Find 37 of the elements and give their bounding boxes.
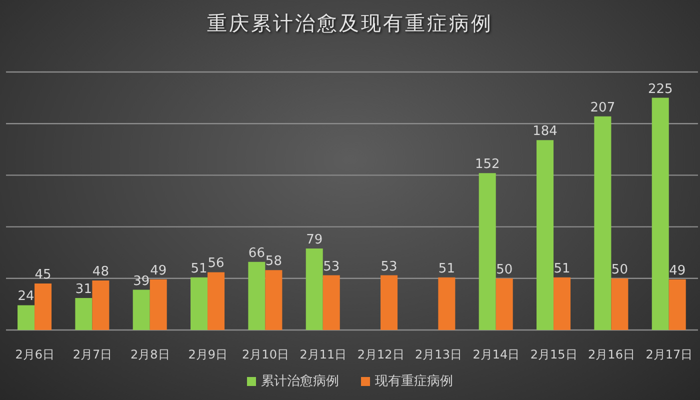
- legend-label: 累计治愈病例: [261, 373, 339, 390]
- x-tick-label: 2月14日: [472, 348, 520, 362]
- data-label: 49: [150, 263, 167, 278]
- data-label: 225: [648, 82, 673, 97]
- data-label: 184: [532, 124, 558, 140]
- x-tick-label: 2月6日: [15, 348, 54, 362]
- data-label: 79: [306, 232, 323, 248]
- x-tick-label: 2月11日: [300, 348, 347, 362]
- data-label: 51: [438, 261, 455, 276]
- data-label: 58: [265, 254, 282, 270]
- x-tick-label: 2月9日: [188, 348, 228, 362]
- x-tick-label: 2月10日: [242, 348, 289, 362]
- data-label: 53: [380, 259, 398, 274]
- data-label: 66: [248, 246, 265, 261]
- data-label: 56: [208, 256, 224, 272]
- data-label: 24: [18, 289, 34, 304]
- x-tick-label: 2月7日: [72, 348, 112, 362]
- data-label: 50: [496, 262, 513, 278]
- chart-title: 重庆累计治愈及现有重症病例: [206, 10, 494, 37]
- x-tick-label: 2月16日: [588, 348, 635, 362]
- x-tick-label: 2月17日: [646, 348, 693, 362]
- data-label: 49: [669, 263, 686, 278]
- x-tick-label: 2月12日: [357, 348, 404, 362]
- data-label: 39: [133, 274, 150, 289]
- data-label: 207: [590, 100, 616, 116]
- data-label: 51: [190, 261, 208, 276]
- data-label: 50: [611, 262, 628, 278]
- data-label: 152: [474, 157, 500, 172]
- legend-label: 现有重症病例: [375, 373, 453, 390]
- data-label: 45: [34, 268, 52, 283]
- x-tick-label: 2月15日: [530, 348, 578, 362]
- x-tick-label: 2月13日: [415, 348, 462, 362]
- x-tick-label: 2月8日: [130, 348, 170, 362]
- data-label: 31: [75, 282, 92, 298]
- data-label: 48: [92, 264, 109, 280]
- data-label: 51: [554, 261, 570, 276]
- data-label: 53: [323, 259, 340, 274]
